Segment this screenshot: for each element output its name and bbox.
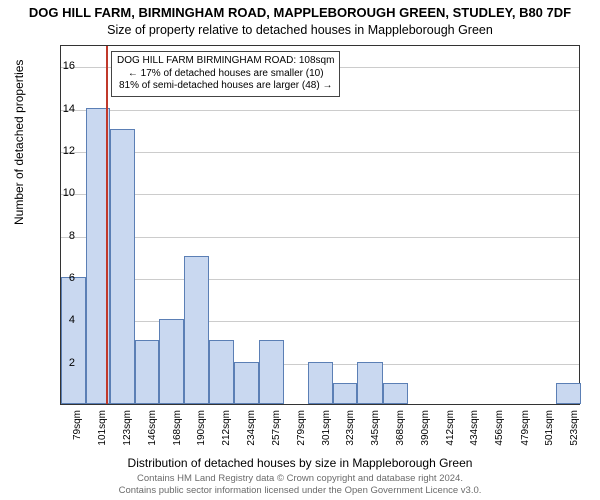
xtick-label: 501sqm [544,410,555,460]
histogram-bar [308,362,333,404]
annot-line3: 81% of semi-detached houses are larger (… [117,80,334,93]
xtick-label: 412sqm [445,410,456,460]
ytick-label: 16 [55,60,75,72]
xtick-label: 101sqm [97,410,108,460]
xtick-label: 523sqm [569,410,580,460]
ytick-label: 14 [55,103,75,115]
xtick-label: 146sqm [147,410,158,460]
gridline-h [61,194,579,195]
xtick-label: 301sqm [321,410,332,460]
xtick-label: 279sqm [296,410,307,460]
xtick-label: 323sqm [345,410,356,460]
xtick-label: 190sqm [196,410,207,460]
histogram-bar [135,340,160,404]
xtick-label: 234sqm [246,410,257,460]
histogram-bar [110,129,135,404]
footer-attribution: Contains HM Land Registry data © Crown c… [0,473,600,496]
property-marker-line [106,46,108,404]
xtick-label: 479sqm [520,410,531,460]
histogram-bar [184,256,209,404]
gridline-h [61,152,579,153]
histogram-bar [357,362,383,404]
histogram-bar [259,340,284,404]
gridline-h [61,279,579,280]
ytick-label: 10 [55,187,75,199]
annot-line2: ← 17% of detached houses are smaller (10… [117,68,334,81]
xtick-label: 390sqm [420,410,431,460]
plot-area: DOG HILL FARM BIRMINGHAM ROAD: 108sqm ← … [60,45,580,405]
chart-container: DOG HILL FARM, BIRMINGHAM ROAD, MAPPLEBO… [0,0,600,500]
marker-annotation: DOG HILL FARM BIRMINGHAM ROAD: 108sqm ← … [111,51,340,97]
xtick-label: 368sqm [395,410,406,460]
xtick-label: 456sqm [494,410,505,460]
histogram-bar [556,383,581,404]
gridline-h [61,110,579,111]
title-main: DOG HILL FARM, BIRMINGHAM ROAD, MAPPLEBO… [0,5,600,20]
xtick-label: 212sqm [221,410,232,460]
xtick-label: 79sqm [72,410,83,460]
ytick-label: 2 [55,357,75,369]
histogram-bar [61,277,86,404]
histogram-bar [333,383,358,404]
xtick-label: 123sqm [122,410,133,460]
xtick-label: 257sqm [271,410,282,460]
histogram-bar [159,319,184,404]
histogram-bar [383,383,408,404]
y-axis-label: Number of detached properties [12,60,26,225]
xtick-label: 168sqm [172,410,183,460]
footer-line2: Contains public sector information licen… [0,485,600,496]
gridline-h [61,321,579,322]
ytick-label: 4 [55,314,75,326]
annot-line1: DOG HILL FARM BIRMINGHAM ROAD: 108sqm [117,55,334,68]
histogram-bar [234,362,259,404]
footer-line1: Contains HM Land Registry data © Crown c… [0,473,600,484]
title-sub: Size of property relative to detached ho… [0,23,600,37]
gridline-h [61,237,579,238]
ytick-label: 12 [55,145,75,157]
histogram-bar [209,340,235,404]
xtick-label: 345sqm [370,410,381,460]
xtick-label: 434sqm [469,410,480,460]
ytick-label: 6 [55,272,75,284]
ytick-label: 8 [55,230,75,242]
